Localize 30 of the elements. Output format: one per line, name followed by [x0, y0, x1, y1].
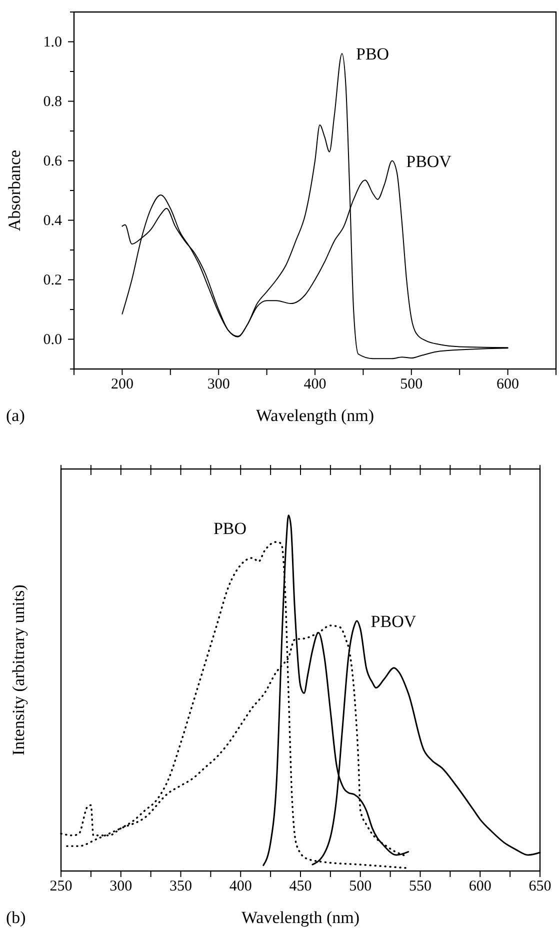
text: (a): [6, 406, 25, 425]
x-tick-label: 250: [50, 878, 72, 895]
series-label: PBOV: [406, 152, 452, 171]
x-tick-label: 300: [207, 376, 230, 393]
text: (b): [6, 908, 26, 927]
x-axis-title: Wavelength (nm): [256, 406, 374, 425]
x-tick-label: 600: [468, 878, 492, 895]
y-axis-title: Intensity (arbitrary units): [9, 584, 28, 756]
y-tick-label: 1.0: [43, 34, 62, 51]
x-tick-label: 500: [349, 878, 372, 895]
x-tick-label: 300: [110, 878, 132, 895]
x-tick-label: 450: [289, 878, 312, 895]
series-label: PBO: [213, 518, 247, 538]
x-tick-label: 200: [110, 376, 134, 393]
x-tick-label: 500: [400, 376, 423, 393]
y-tick-label: 0.6: [43, 154, 62, 170]
x-tick-label: 600: [496, 376, 520, 393]
series-label: PBOV: [370, 612, 417, 631]
y-tick-label: 0.2: [43, 272, 62, 289]
series-label: PBO: [356, 44, 390, 64]
y-axis-title: Absorbance: [5, 150, 24, 232]
x-axis-title: Wavelength (nm): [241, 908, 360, 927]
y-tick-label: 0.8: [43, 94, 62, 110]
x-tick-label: 400: [304, 376, 326, 393]
x-tick-label: 650: [528, 878, 552, 895]
x-tick-label: 400: [229, 878, 252, 895]
y-tick-label: 0.4: [43, 213, 62, 230]
y-tick-label: 0.0: [43, 332, 62, 348]
x-tick-label: 350: [170, 878, 192, 895]
x-tick-label: 550: [409, 878, 432, 895]
